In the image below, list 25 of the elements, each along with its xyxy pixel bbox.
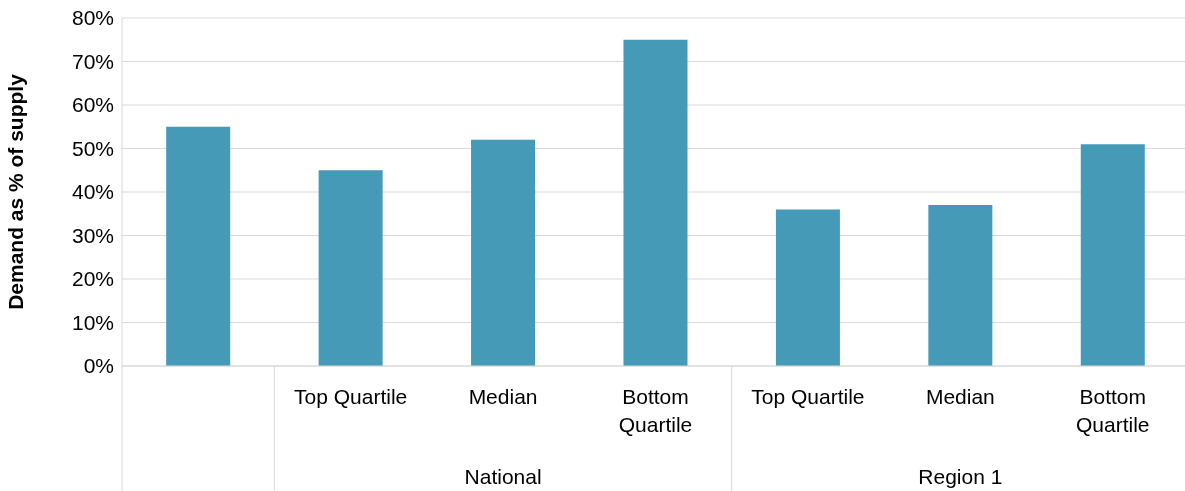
y-tick-label: 10% xyxy=(71,310,114,334)
x-tick-label: Median xyxy=(925,385,995,408)
y-tick-label: 80% xyxy=(71,6,114,30)
y-tick-label: 40% xyxy=(71,180,114,204)
bar xyxy=(471,139,536,366)
text: National xyxy=(464,465,542,488)
x-tick-label: Top Quartile xyxy=(294,385,408,408)
y-tick-label: 30% xyxy=(71,223,114,247)
x-tick-label: Bottom Quartile xyxy=(1076,385,1150,436)
bar xyxy=(623,39,688,366)
bar xyxy=(166,126,231,366)
bar xyxy=(318,170,383,366)
y-tick-label: 50% xyxy=(71,136,114,160)
y-axis-title: Demand as % of supply xyxy=(4,73,28,310)
bar xyxy=(928,205,993,366)
text: Region 1 xyxy=(918,465,1003,488)
y-tick-label: 20% xyxy=(71,267,114,291)
bar xyxy=(775,209,840,366)
y-tick-label: 0% xyxy=(83,354,114,378)
bar xyxy=(1080,144,1145,366)
x-tick-label: Top Quartile xyxy=(751,385,865,408)
y-tick-label: 70% xyxy=(71,49,114,73)
x-tick-label: Median xyxy=(468,385,538,408)
y-tick-label: 60% xyxy=(71,93,114,117)
x-tick-label: Bottom Quartile xyxy=(618,385,693,436)
